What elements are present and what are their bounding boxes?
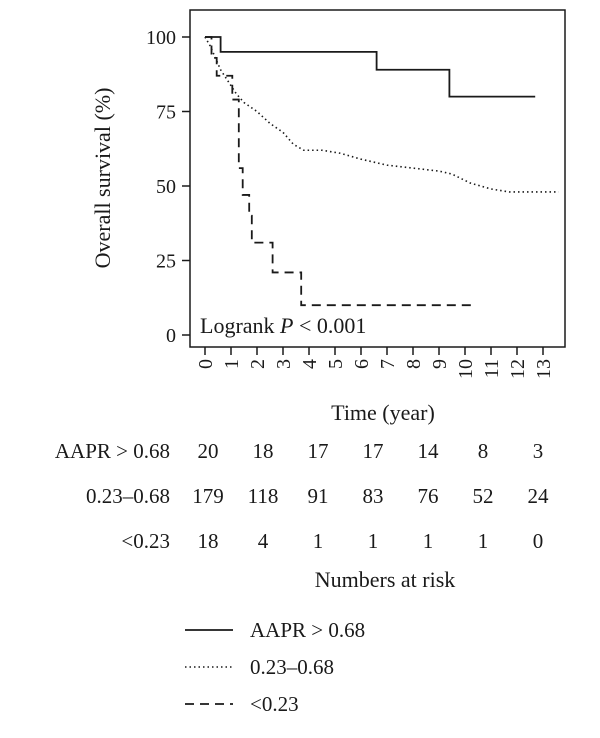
x-tick-label: 0 <box>195 359 217 369</box>
y-tick-label: 50 <box>156 176 176 198</box>
x-tick-label: 13 <box>533 359 555 379</box>
legend-label: <0.23 <box>250 692 299 716</box>
risk-table: AAPR > 0.68 20 18 17 17 14 8 30.23–0.68 179 118 91… <box>55 439 549 553</box>
series-line-1 <box>204 36 559 193</box>
y-tick-label: 25 <box>156 251 176 273</box>
logrank-annotation: Logrank P < 0.001 <box>200 313 366 338</box>
x-tick-label: 7 <box>377 359 399 369</box>
x-tick-label: 11 <box>481 359 503 378</box>
risk-cell: 1 <box>313 529 324 553</box>
risk-cell: 17 <box>308 439 329 463</box>
survival-curves <box>204 36 559 307</box>
x-axis-title: Time (year) <box>331 400 435 425</box>
y-tick-label: 0 <box>166 325 176 347</box>
risk-cell: 1 <box>368 529 379 553</box>
y-tick-label: 75 <box>156 102 176 124</box>
x-tick-label: 8 <box>403 359 425 369</box>
y-axis-title: Overall survival (%) <box>90 88 115 269</box>
x-tick-label: 6 <box>351 359 373 369</box>
risk-row-label: <0.23 <box>121 529 170 553</box>
y-tick-label: 100 <box>146 27 176 49</box>
risk-cell: 1 <box>478 529 489 553</box>
risk-cell: 8 <box>478 439 489 463</box>
risk-cell: 18 <box>253 439 274 463</box>
legend-label: 0.23–0.68 <box>250 655 334 679</box>
x-tick-label: 4 <box>299 359 321 369</box>
risk-cell: 24 <box>528 484 550 508</box>
risk-cell: 0 <box>533 529 544 553</box>
x-tick-label: 10 <box>455 359 477 379</box>
risk-cell: 20 <box>198 439 219 463</box>
risk-table-title: Numbers at risk <box>315 567 456 592</box>
x-tick-label: 12 <box>507 359 529 379</box>
risk-cell: 52 <box>473 484 494 508</box>
x-axis: 0 1 2 3 4 5 6 7 8 9 10 11 12 13 <box>195 347 555 379</box>
y-axis: 0 25 50 75 100 <box>146 27 190 347</box>
logrank-p: P <box>279 313 293 338</box>
risk-cell: 118 <box>248 484 279 508</box>
x-tick-label: 9 <box>429 359 451 369</box>
x-tick-label: 2 <box>247 359 269 369</box>
series-line-0 <box>205 36 536 98</box>
risk-cell: 4 <box>258 529 269 553</box>
risk-cell: 3 <box>533 439 544 463</box>
series-line-2 <box>205 36 473 307</box>
risk-cell: 76 <box>418 484 439 508</box>
logrank-suffix: < 0.001 <box>293 313 366 338</box>
risk-row-label: 0.23–0.68 <box>86 484 170 508</box>
risk-cell: 91 <box>308 484 329 508</box>
risk-cell: 179 <box>192 484 224 508</box>
plot-frame <box>189 9 566 348</box>
x-tick-label: 3 <box>273 359 295 369</box>
risk-cell: 14 <box>418 439 440 463</box>
risk-cell: 17 <box>363 439 384 463</box>
legend-label: AAPR > 0.68 <box>250 618 365 642</box>
legend: AAPR > 0.68 0.23–0.68 <0.23 <box>185 618 365 716</box>
logrank-prefix: Logrank <box>200 313 280 338</box>
x-tick-label: 5 <box>325 359 347 369</box>
x-tick-label: 1 <box>221 359 243 369</box>
risk-cell: 18 <box>198 529 219 553</box>
risk-cell: 83 <box>363 484 384 508</box>
risk-cell: 1 <box>423 529 434 553</box>
risk-row-label: AAPR > 0.68 <box>55 439 170 463</box>
